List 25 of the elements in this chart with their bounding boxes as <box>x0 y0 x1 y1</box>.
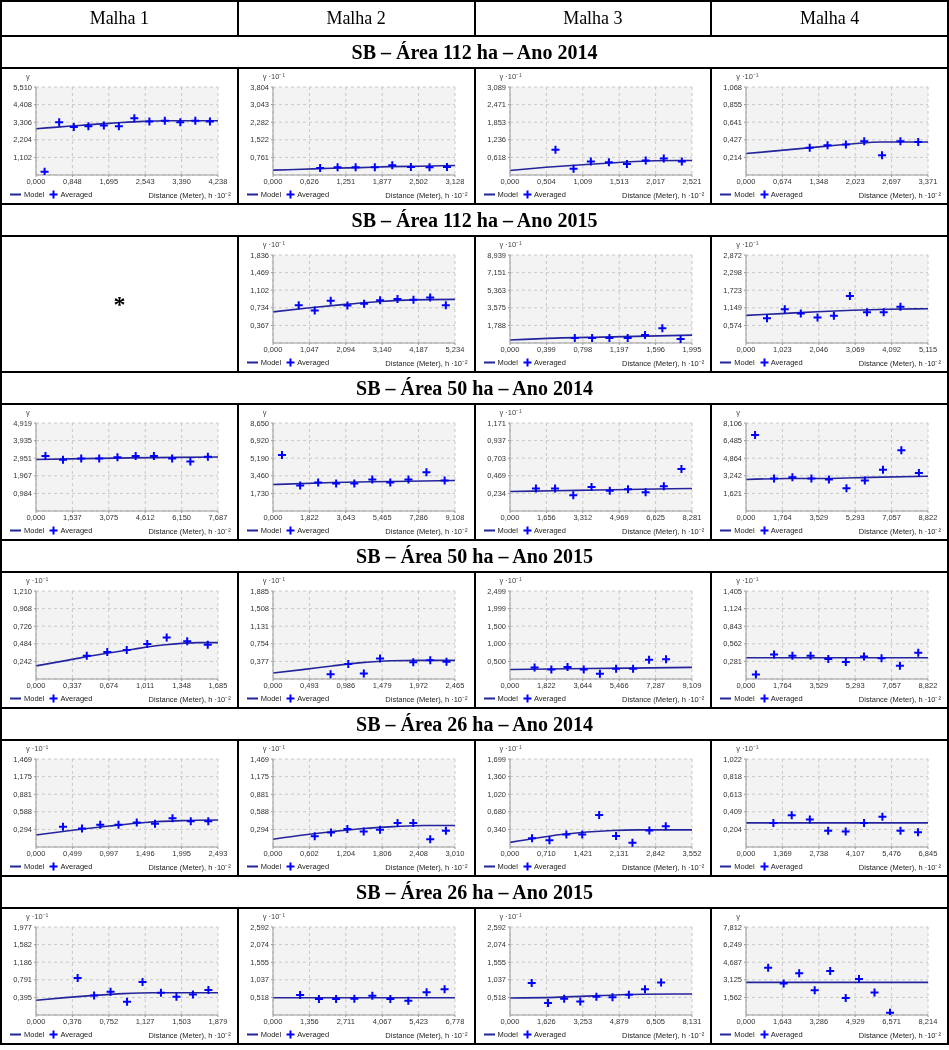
text: SB – Área 26 ha – Ano 2015 <box>2 877 947 907</box>
line-series <box>36 119 218 130</box>
line-series <box>509 159 692 172</box>
line-series <box>746 141 929 155</box>
point <box>39 166 50 175</box>
line-series <box>36 991 218 1002</box>
text: SB – Área 112 ha – Ano 2015 <box>2 205 947 235</box>
category-label: Malha 1 <box>2 2 237 35</box>
text: * <box>113 290 126 318</box>
line-series <box>272 824 455 841</box>
line-series <box>272 659 455 674</box>
text: SB – Área 50 ha – Ano 2014 <box>2 373 947 403</box>
text: SB – Área 26 ha – Ano 2014 <box>2 709 947 739</box>
line-series <box>509 829 692 844</box>
line-series <box>272 298 455 313</box>
point <box>325 669 336 679</box>
text: SB – Área 50 ha – Ano 2015 <box>2 541 947 571</box>
text: SB – Área 112 ha – Ano 2014 <box>2 37 947 67</box>
category-label: Malha 2 <box>238 2 474 35</box>
category-label: Malha 4 <box>712 2 947 35</box>
category-label: Malha 3 <box>475 2 711 35</box>
line-series <box>36 819 218 836</box>
line-series <box>746 307 929 317</box>
point <box>675 334 686 343</box>
line-series <box>36 641 218 667</box>
